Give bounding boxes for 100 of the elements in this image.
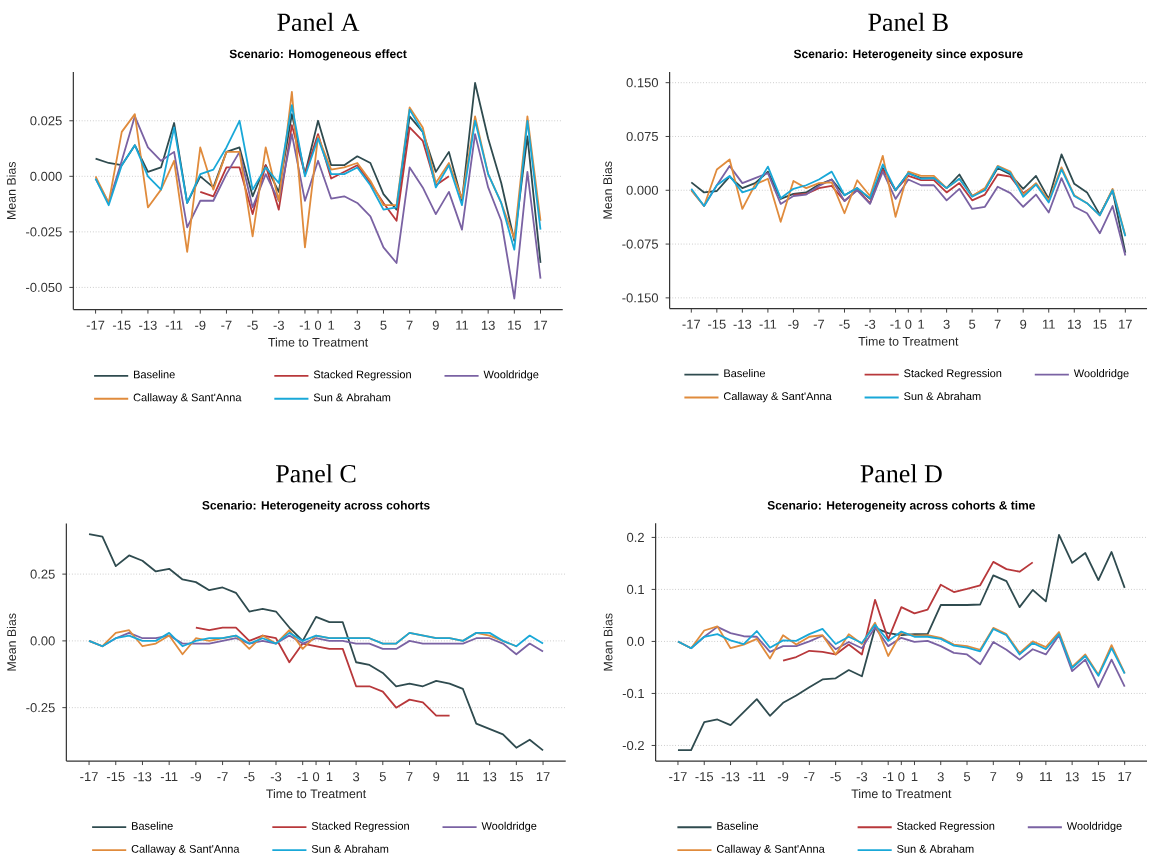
- y-axis-title: Mean Bias: [6, 162, 16, 220]
- x-tick-label: 0: [312, 772, 320, 782]
- y-axis-title: Mean Bias: [6, 613, 16, 671]
- y-tick-label: -0.1: [622, 689, 644, 699]
- x-tick-label: -13: [721, 772, 740, 782]
- y-tick-label: 0.000: [30, 171, 62, 182]
- x-tick-label: 1: [911, 772, 918, 782]
- x-tick-label: -13: [133, 772, 152, 782]
- y-tick-label: -0.2: [622, 741, 644, 751]
- x-tick-label: -3: [864, 319, 876, 330]
- x-tick-label: 7: [994, 319, 1001, 329]
- y-tick-label: 0.000: [626, 185, 659, 196]
- x-tick-label: 7: [406, 320, 413, 330]
- x-tick-label: 13: [481, 320, 495, 331]
- chart-title: Panel C: [276, 464, 356, 483]
- x-tick-label: -17: [86, 320, 105, 330]
- y-tick-label: -0.025: [26, 227, 62, 237]
- legend-label: Baseline: [724, 369, 766, 378]
- x-tick-label: -5: [839, 319, 850, 329]
- y-tick-label: 0.00: [30, 636, 55, 646]
- y-tick-label: 0.075: [626, 132, 659, 142]
- x-tick-label: -5: [830, 772, 841, 782]
- legend-label: Baseline: [132, 821, 173, 830]
- x-tick-label: 11: [1043, 319, 1055, 329]
- x-tick-label: 5: [380, 320, 387, 330]
- x-tick-label: -9: [788, 319, 799, 330]
- x-tick-label: 15: [1093, 319, 1107, 329]
- x-axis-title: Time to Treatment: [266, 789, 367, 799]
- x-tick-label: 9: [432, 320, 439, 331]
- x-tick-label: -15: [106, 772, 125, 782]
- y-axis-title: Mean Bias: [602, 161, 613, 219]
- x-tick-label: -15: [112, 320, 131, 330]
- x-tick-label: -1: [890, 319, 901, 329]
- x-tick-label: -13: [733, 319, 752, 330]
- legend-label: Stacked Regression: [313, 370, 411, 381]
- x-tick-label: 7: [406, 772, 413, 782]
- x-tick-label: 15: [1092, 772, 1106, 782]
- legend-label: Baseline: [717, 821, 759, 830]
- y-tick-label: -0.150: [622, 293, 659, 303]
- x-tick-label: 0: [314, 320, 322, 331]
- x-tick-label: -17: [80, 772, 98, 782]
- chart-title: Panel D: [860, 464, 942, 483]
- x-tick-label: -13: [139, 320, 157, 331]
- x-tick-label: 0: [905, 319, 912, 330]
- x-tick-label: -5: [247, 320, 258, 330]
- x-tick-label: -11: [165, 320, 183, 330]
- x-tick-label: 17: [1118, 772, 1132, 782]
- legend-label: Baseline: [134, 370, 175, 379]
- x-tick-label: 3: [937, 772, 944, 782]
- x-tick-label: -1: [882, 772, 894, 782]
- y-tick-label: 0.25: [30, 569, 55, 579]
- x-tick-label: -11: [160, 772, 178, 782]
- legend-label: Wooldridge: [481, 821, 537, 833]
- x-tick-label: 9: [1020, 319, 1027, 330]
- x-tick-label: -1: [297, 772, 308, 782]
- x-tick-label: 1: [918, 319, 925, 329]
- legend-label: Stacked Regression: [897, 821, 995, 833]
- x-axis-title: Time to Treatment: [858, 336, 959, 346]
- x-tick-label: 15: [508, 320, 521, 330]
- x-tick-label: -3: [856, 772, 868, 782]
- x-tick-label: 5: [379, 772, 386, 782]
- x-tick-label: 9: [1016, 772, 1023, 782]
- x-tick-label: -5: [244, 772, 255, 782]
- x-tick-label: -9: [195, 320, 206, 331]
- x-axis-title: Time to Treatment: [268, 337, 369, 347]
- legend-label: Callaway & Sant'Anna: [131, 844, 240, 856]
- x-tick-label: 11: [457, 772, 470, 782]
- x-tick-label: -7: [804, 772, 815, 782]
- x-tick-label: -3: [273, 320, 284, 331]
- x-tick-label: -1: [299, 320, 311, 330]
- legend-label: Callaway & Sant'Anna: [716, 844, 825, 856]
- x-tick-label: 3: [353, 772, 360, 782]
- x-tick-label: 13: [1068, 319, 1081, 330]
- chart-title: Panel B: [868, 13, 948, 32]
- x-tick-label: 15: [510, 772, 524, 782]
- legend-label: Callaway & Sant'Anna: [133, 393, 242, 404]
- x-tick-label: 3: [943, 319, 950, 330]
- chart-subtitle: Scenario: Heterogeneity since exposure: [793, 49, 1023, 61]
- line-series: [782, 561, 1034, 662]
- x-tick-label: -7: [217, 772, 228, 782]
- x-tick-label: -9: [777, 772, 789, 782]
- legend-label: Sun & Abraham: [313, 393, 391, 402]
- x-tick-label: 1: [328, 320, 335, 330]
- x-tick-label: -7: [221, 320, 232, 330]
- y-tick-label: 0.0: [627, 637, 645, 647]
- legend-label: Sun & Abraham: [904, 392, 981, 401]
- legend-label: Stacked Regression: [311, 821, 409, 833]
- legend-label: Sun & Abraham: [311, 844, 389, 853]
- x-tick-label: 13: [483, 772, 497, 782]
- x-axis-title: Time to Treatment: [851, 789, 952, 799]
- chart-title: Panel A: [277, 13, 360, 32]
- x-tick-label: -7: [813, 319, 825, 329]
- legend-label: Wooldridge: [1073, 369, 1129, 380]
- x-tick-label: 11: [456, 320, 469, 330]
- x-tick-label: 5: [963, 772, 971, 782]
- x-tick-label: -3: [270, 772, 282, 782]
- x-tick-label: -15: [695, 772, 714, 782]
- legend-label: Wooldridge: [483, 370, 539, 381]
- x-tick-label: -11: [748, 772, 766, 782]
- legend-label: Callaway & Sant'Anna: [723, 392, 832, 403]
